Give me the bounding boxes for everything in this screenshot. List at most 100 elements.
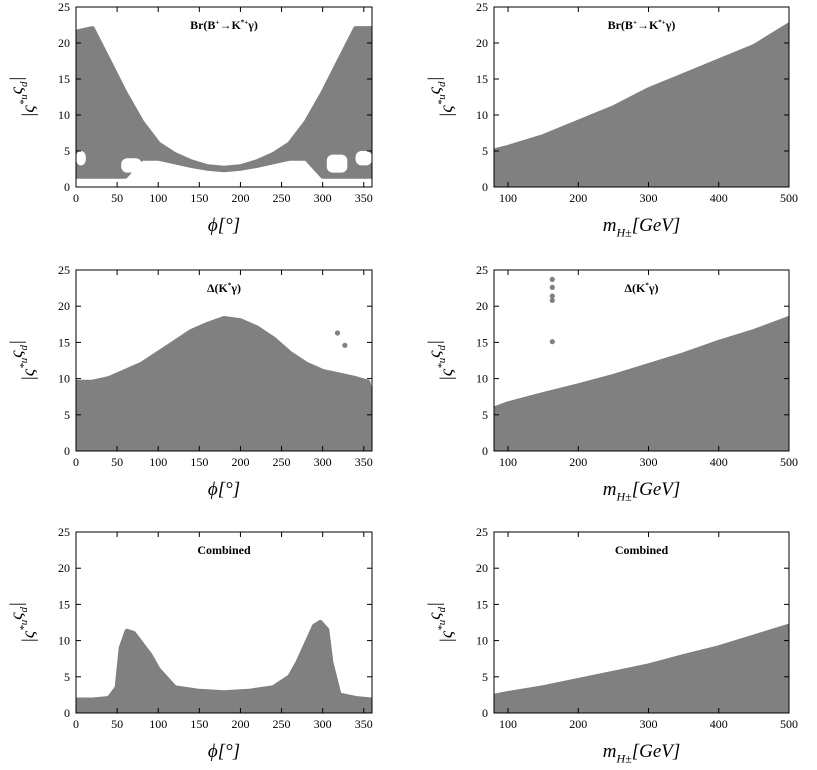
scatter-region bbox=[76, 316, 372, 451]
scatter-region bbox=[76, 620, 372, 713]
y-tick-label: 5 bbox=[482, 144, 488, 158]
x-tick-label: 350 bbox=[355, 455, 373, 469]
scatter-point bbox=[549, 293, 555, 299]
panel-p2: 100 200 300 400 500 0 5 10 15 20 25 Br(B+→K*+γ) mH±[… bbox=[424, 0, 798, 239]
x-axis-label: mH±[GeV] bbox=[603, 741, 681, 765]
panel-title: Br(B+→K*+γ) bbox=[608, 18, 676, 32]
y-tick-label: 0 bbox=[482, 180, 488, 194]
y-tick-label: 15 bbox=[476, 335, 488, 349]
x-tick-label: 100 bbox=[499, 191, 517, 205]
x-tick-label: 100 bbox=[499, 455, 517, 469]
y-tick-label: 5 bbox=[64, 670, 70, 684]
x-tick-label: 0 bbox=[73, 455, 79, 469]
x-tick-label: 150 bbox=[190, 717, 208, 731]
y-tick-label: 0 bbox=[64, 180, 70, 194]
scatter-point bbox=[549, 339, 555, 345]
empty-region bbox=[121, 158, 142, 173]
y-axis-label: |ς*uςd| bbox=[6, 340, 38, 381]
y-tick-label: 0 bbox=[482, 706, 488, 720]
x-tick-label: 200 bbox=[231, 717, 249, 731]
x-tick-label: 250 bbox=[273, 191, 291, 205]
x-tick-label: 300 bbox=[314, 455, 332, 469]
x-tick-label: 100 bbox=[149, 191, 167, 205]
empty-region bbox=[326, 154, 348, 173]
x-tick-label: 200 bbox=[569, 191, 587, 205]
plot-frame bbox=[493, 6, 790, 188]
x-tick-label: 300 bbox=[314, 717, 332, 731]
scatter-point bbox=[334, 330, 341, 336]
empty-region bbox=[355, 151, 372, 166]
y-tick-label: 0 bbox=[64, 706, 70, 720]
x-tick-label: 50 bbox=[111, 717, 123, 731]
plot-frame bbox=[493, 269, 790, 452]
plot-frame bbox=[75, 531, 373, 714]
y-tick-label: 25 bbox=[476, 0, 488, 14]
x-tick-label: 500 bbox=[780, 717, 798, 731]
y-tick-label: 5 bbox=[482, 670, 488, 684]
x-tick-label: 250 bbox=[273, 455, 291, 469]
plot-frame bbox=[75, 6, 373, 188]
panel-title: Δ(K*γ) bbox=[207, 281, 241, 295]
x-tick-label: 150 bbox=[190, 455, 208, 469]
scatter-region bbox=[494, 22, 789, 187]
plot-frame bbox=[75, 269, 373, 452]
panel-p6: 100 200 300 400 500 0 5 10 15 20 25 Combined mH±[GeV… bbox=[424, 525, 798, 765]
scatter-point bbox=[549, 297, 555, 304]
x-tick-label: 350 bbox=[355, 717, 373, 731]
y-tick-label: 0 bbox=[482, 444, 488, 458]
y-tick-label: 20 bbox=[476, 299, 488, 313]
scatter-point bbox=[549, 284, 555, 290]
y-tick-label: 15 bbox=[476, 597, 488, 611]
panel-p3: 0 50 100 150 200 250 300 350 0 5 10 15 20 25 Δ(K*γ) ϕ[°… bbox=[6, 263, 373, 500]
x-tick-label: 300 bbox=[640, 191, 658, 205]
scatter-point bbox=[549, 276, 555, 283]
y-tick-label: 10 bbox=[58, 108, 70, 122]
panel-title: Combined bbox=[615, 543, 669, 557]
x-tick-label: 100 bbox=[149, 455, 167, 469]
x-tick-label: 300 bbox=[314, 191, 332, 205]
y-tick-label: 20 bbox=[58, 561, 70, 575]
plot-frame bbox=[493, 531, 790, 714]
y-axis-label: |ς*uςd| bbox=[6, 76, 38, 117]
y-tick-label: 25 bbox=[58, 0, 70, 14]
y-tick-label: 25 bbox=[58, 525, 70, 539]
y-tick-label: 20 bbox=[58, 299, 70, 313]
x-tick-label: 500 bbox=[780, 191, 798, 205]
panel-p5: 0 50 100 150 200 250 300 350 0 5 10 15 20 25 Combined ϕ… bbox=[6, 525, 373, 762]
x-tick-label: 100 bbox=[499, 717, 517, 731]
y-tick-label: 15 bbox=[58, 597, 70, 611]
y-axis-label: |ς*uςd| bbox=[424, 76, 456, 117]
scatter-region bbox=[76, 26, 372, 179]
y-axis-label: |ς*uςd| bbox=[424, 602, 456, 643]
x-axis-label: ϕ[°] bbox=[208, 741, 240, 762]
panel-p1: 0 50 100 150 200 250 300 350 0 5 10 15 20 25 Br(B+→K*+… bbox=[6, 0, 373, 236]
x-tick-label: 200 bbox=[231, 455, 249, 469]
x-tick-label: 0 bbox=[73, 191, 79, 205]
x-tick-label: 200 bbox=[569, 455, 587, 469]
x-tick-label: 0 bbox=[73, 717, 79, 731]
scatter-point bbox=[342, 342, 348, 348]
panel-title: Combined bbox=[197, 543, 251, 557]
x-tick-label: 400 bbox=[710, 191, 728, 205]
y-tick-label: 5 bbox=[64, 408, 70, 422]
x-axis-label: ϕ[°] bbox=[208, 215, 240, 236]
scatter-region bbox=[494, 623, 789, 713]
y-tick-label: 20 bbox=[58, 36, 70, 50]
x-tick-label: 300 bbox=[640, 717, 658, 731]
y-tick-label: 25 bbox=[476, 263, 488, 277]
y-tick-label: 10 bbox=[476, 372, 488, 386]
y-tick-label: 20 bbox=[476, 36, 488, 50]
y-tick-label: 10 bbox=[58, 372, 70, 386]
y-tick-label: 20 bbox=[476, 561, 488, 575]
y-axis-label: |ς*uςd| bbox=[6, 602, 38, 643]
empty-region bbox=[76, 151, 86, 166]
x-tick-label: 200 bbox=[569, 717, 587, 731]
scatter-region bbox=[494, 316, 789, 451]
x-axis-label: ϕ[°] bbox=[208, 479, 240, 500]
panel-p4: 100 200 300 400 500 0 5 10 15 20 25 Δ(K*γ) mH±[GeV] |… bbox=[424, 263, 798, 503]
y-tick-label: 5 bbox=[64, 144, 70, 158]
y-axis-label: |ς*uςd| bbox=[424, 340, 456, 381]
y-tick-label: 15 bbox=[58, 335, 70, 349]
x-axis-label: mH±[GeV] bbox=[603, 479, 681, 503]
